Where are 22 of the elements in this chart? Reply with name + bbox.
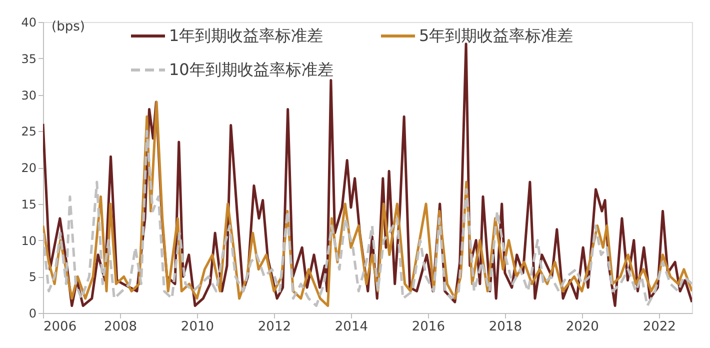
y-tick-label: 0 [28,306,36,320]
x-tick-label: 2022 [642,320,676,334]
y-tick-label: 25 [21,124,36,139]
x-tick-label: 2016 [412,320,445,334]
x-tick-label: 2018 [488,320,522,334]
y-tick-label: 30 [21,88,36,102]
y-tick-label: 10 [21,234,36,248]
x-tick-label: 2008 [104,320,138,334]
legend-label: 1年到期收益率标准差 [169,26,324,45]
legend-label: 5年到期收益率标准差 [419,26,574,45]
x-tick-label: 2014 [334,320,368,334]
x-tick-label: 2020 [566,320,599,334]
y-axis-title: (bps) [52,20,85,34]
legend-label: 10年到期收益率标准差 [169,60,334,79]
x-tick-label: 2006 [44,320,77,334]
y-tick-label: 15 [21,197,36,212]
y-tick-label: 40 [21,16,36,30]
y-tick-label: 35 [21,52,36,66]
x-tick-label: 2010 [180,320,214,334]
y-tick-label: 5 [28,270,36,284]
y-tick-label: 20 [21,161,36,175]
x-tick-label: 2012 [258,320,292,334]
